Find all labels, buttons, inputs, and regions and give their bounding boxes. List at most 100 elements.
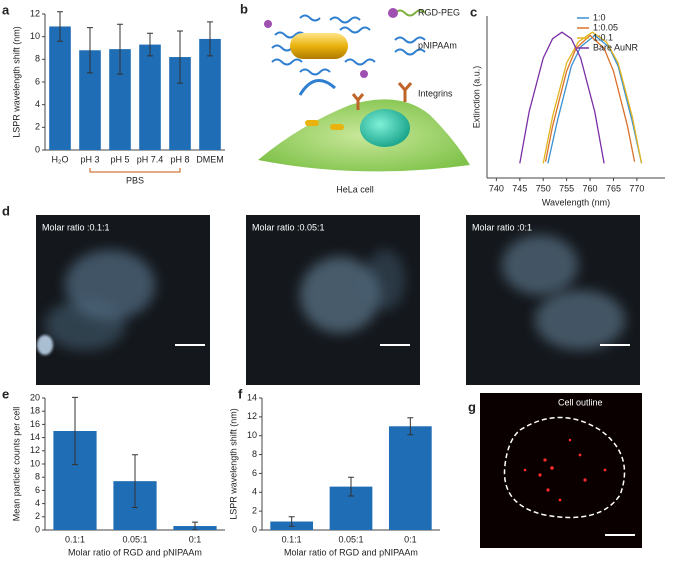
panel-letter: d [2, 203, 10, 218]
y-tick-label: 14 [30, 432, 40, 442]
rgd [264, 20, 272, 28]
bar [169, 57, 191, 150]
legend-label: 1:0.05 [593, 22, 618, 32]
annotation: PBS [126, 175, 144, 185]
y-tick-label: 16 [30, 419, 40, 429]
micrographs: d Molar ratio :0.1:1 Molar ratio :0.05:1… [2, 203, 640, 385]
x-tick-label: 760 [583, 183, 598, 193]
image-label: Molar ratio :0.1:1 [42, 222, 110, 232]
y-tick-label: 12 [247, 411, 257, 421]
x-tick-label: 755 [559, 183, 574, 193]
line [544, 34, 636, 162]
y-axis-label: Mean particle counts per cell [11, 407, 21, 522]
bar [388, 426, 432, 530]
bar [79, 50, 101, 151]
cell-glow [45, 300, 125, 350]
y-tick-label: 0 [252, 524, 257, 534]
x-tick-label: 0:1 [404, 534, 417, 544]
y-tick-label: 4 [35, 498, 40, 508]
label: Integrins [418, 88, 453, 98]
x-axis-label: Molar ratio of RGD and pNIPAAm [68, 547, 202, 557]
y-tick-label: 10 [247, 430, 257, 440]
error-bar [132, 454, 138, 509]
bar [199, 38, 221, 150]
y-tick-label: 0 [35, 144, 40, 154]
integrin-icon [397, 82, 413, 102]
error-bar [177, 30, 183, 84]
x-tick-label: 770 [629, 183, 644, 193]
label: HeLa cell [336, 184, 374, 194]
polymer [271, 14, 426, 76]
line [519, 31, 605, 164]
x-axis-label: Wavelength (nm) [542, 197, 610, 207]
y-tick-label: 4 [35, 99, 40, 109]
cell-glow [365, 250, 405, 310]
y-tick-label: 8 [35, 472, 40, 482]
panel-letter: b [240, 1, 248, 16]
y-tick-label: 2 [35, 511, 40, 521]
y-tick-label: 14 [247, 392, 257, 402]
y-axis-label: LSPR wavelength shift (nm) [11, 26, 21, 138]
rgd [360, 70, 368, 78]
label: RGD-PEG [418, 7, 460, 17]
x-tick-label: 0.05:1 [122, 534, 147, 544]
y-tick-label: 6 [35, 76, 40, 86]
x-tick-label: 750 [536, 183, 551, 193]
peg-icon [394, 9, 426, 17]
y-tick-label: 12 [30, 445, 40, 455]
y-tick-label: 8 [35, 54, 40, 64]
arrow [298, 79, 337, 96]
line [547, 34, 643, 164]
x-tick-label: 0.1:1 [282, 534, 302, 544]
nucleus [360, 109, 410, 147]
y-tick-label: 6 [252, 468, 257, 478]
particle [330, 124, 344, 130]
bar [49, 26, 71, 150]
rgd-icon [388, 8, 398, 18]
legend-label: 1:0.1 [593, 32, 613, 42]
y-tick-label: 4 [252, 487, 257, 497]
x-tick-label: pH 3 [80, 154, 99, 164]
x-tick-label: pH 5 [110, 154, 129, 164]
schematic: b RGD-PEG pNIPAAm Integrins HeLa cell [240, 1, 470, 194]
error-bar [348, 476, 354, 497]
image-label: Molar ratio :0.05:1 [252, 222, 325, 232]
x-tick-label: 0:1 [189, 534, 202, 544]
y-tick-label: 10 [30, 31, 40, 41]
y-tick-label: 10 [30, 458, 40, 468]
y-tick-label: 12 [30, 8, 40, 18]
error-bar [57, 11, 63, 42]
panel-letter: f [238, 386, 243, 401]
x-tick-label: 745 [512, 183, 527, 193]
x-tick-label: DMEM [196, 154, 224, 164]
image [480, 393, 642, 548]
y-tick-label: 6 [35, 485, 40, 495]
bar [139, 44, 161, 150]
panel-letter: e [2, 386, 9, 401]
image-label: Molar ratio :0:1 [472, 222, 532, 232]
error-bar [192, 521, 198, 531]
outline-image: g Cell outline [468, 393, 642, 548]
y-tick-label: 20 [30, 392, 40, 402]
y-tick-label: 2 [252, 506, 257, 516]
error-bar [288, 516, 295, 527]
y-tick-label: 0 [35, 524, 40, 534]
cell-glow [37, 335, 53, 355]
label: pNIPAAm [418, 40, 457, 50]
line [542, 31, 643, 164]
x-tick-label: pH 7.4 [137, 154, 164, 164]
x-tick-label: 765 [606, 183, 621, 193]
x-tick-label: 740 [489, 183, 504, 193]
y-axis-label: Extinction (a.u.) [471, 66, 481, 129]
x-tick-label: H₂O [52, 154, 69, 164]
error-bar [407, 417, 414, 436]
error-bar [207, 21, 213, 57]
cell-outline [503, 416, 626, 519]
error-bar [117, 23, 123, 75]
x-tick-label: 0.1:1 [65, 534, 85, 544]
error-bar [147, 32, 153, 57]
y-tick-label: 8 [252, 449, 257, 459]
panel-letter: c [470, 4, 477, 19]
y-axis-label: LSPR wavelength shift (nm) [228, 408, 238, 520]
